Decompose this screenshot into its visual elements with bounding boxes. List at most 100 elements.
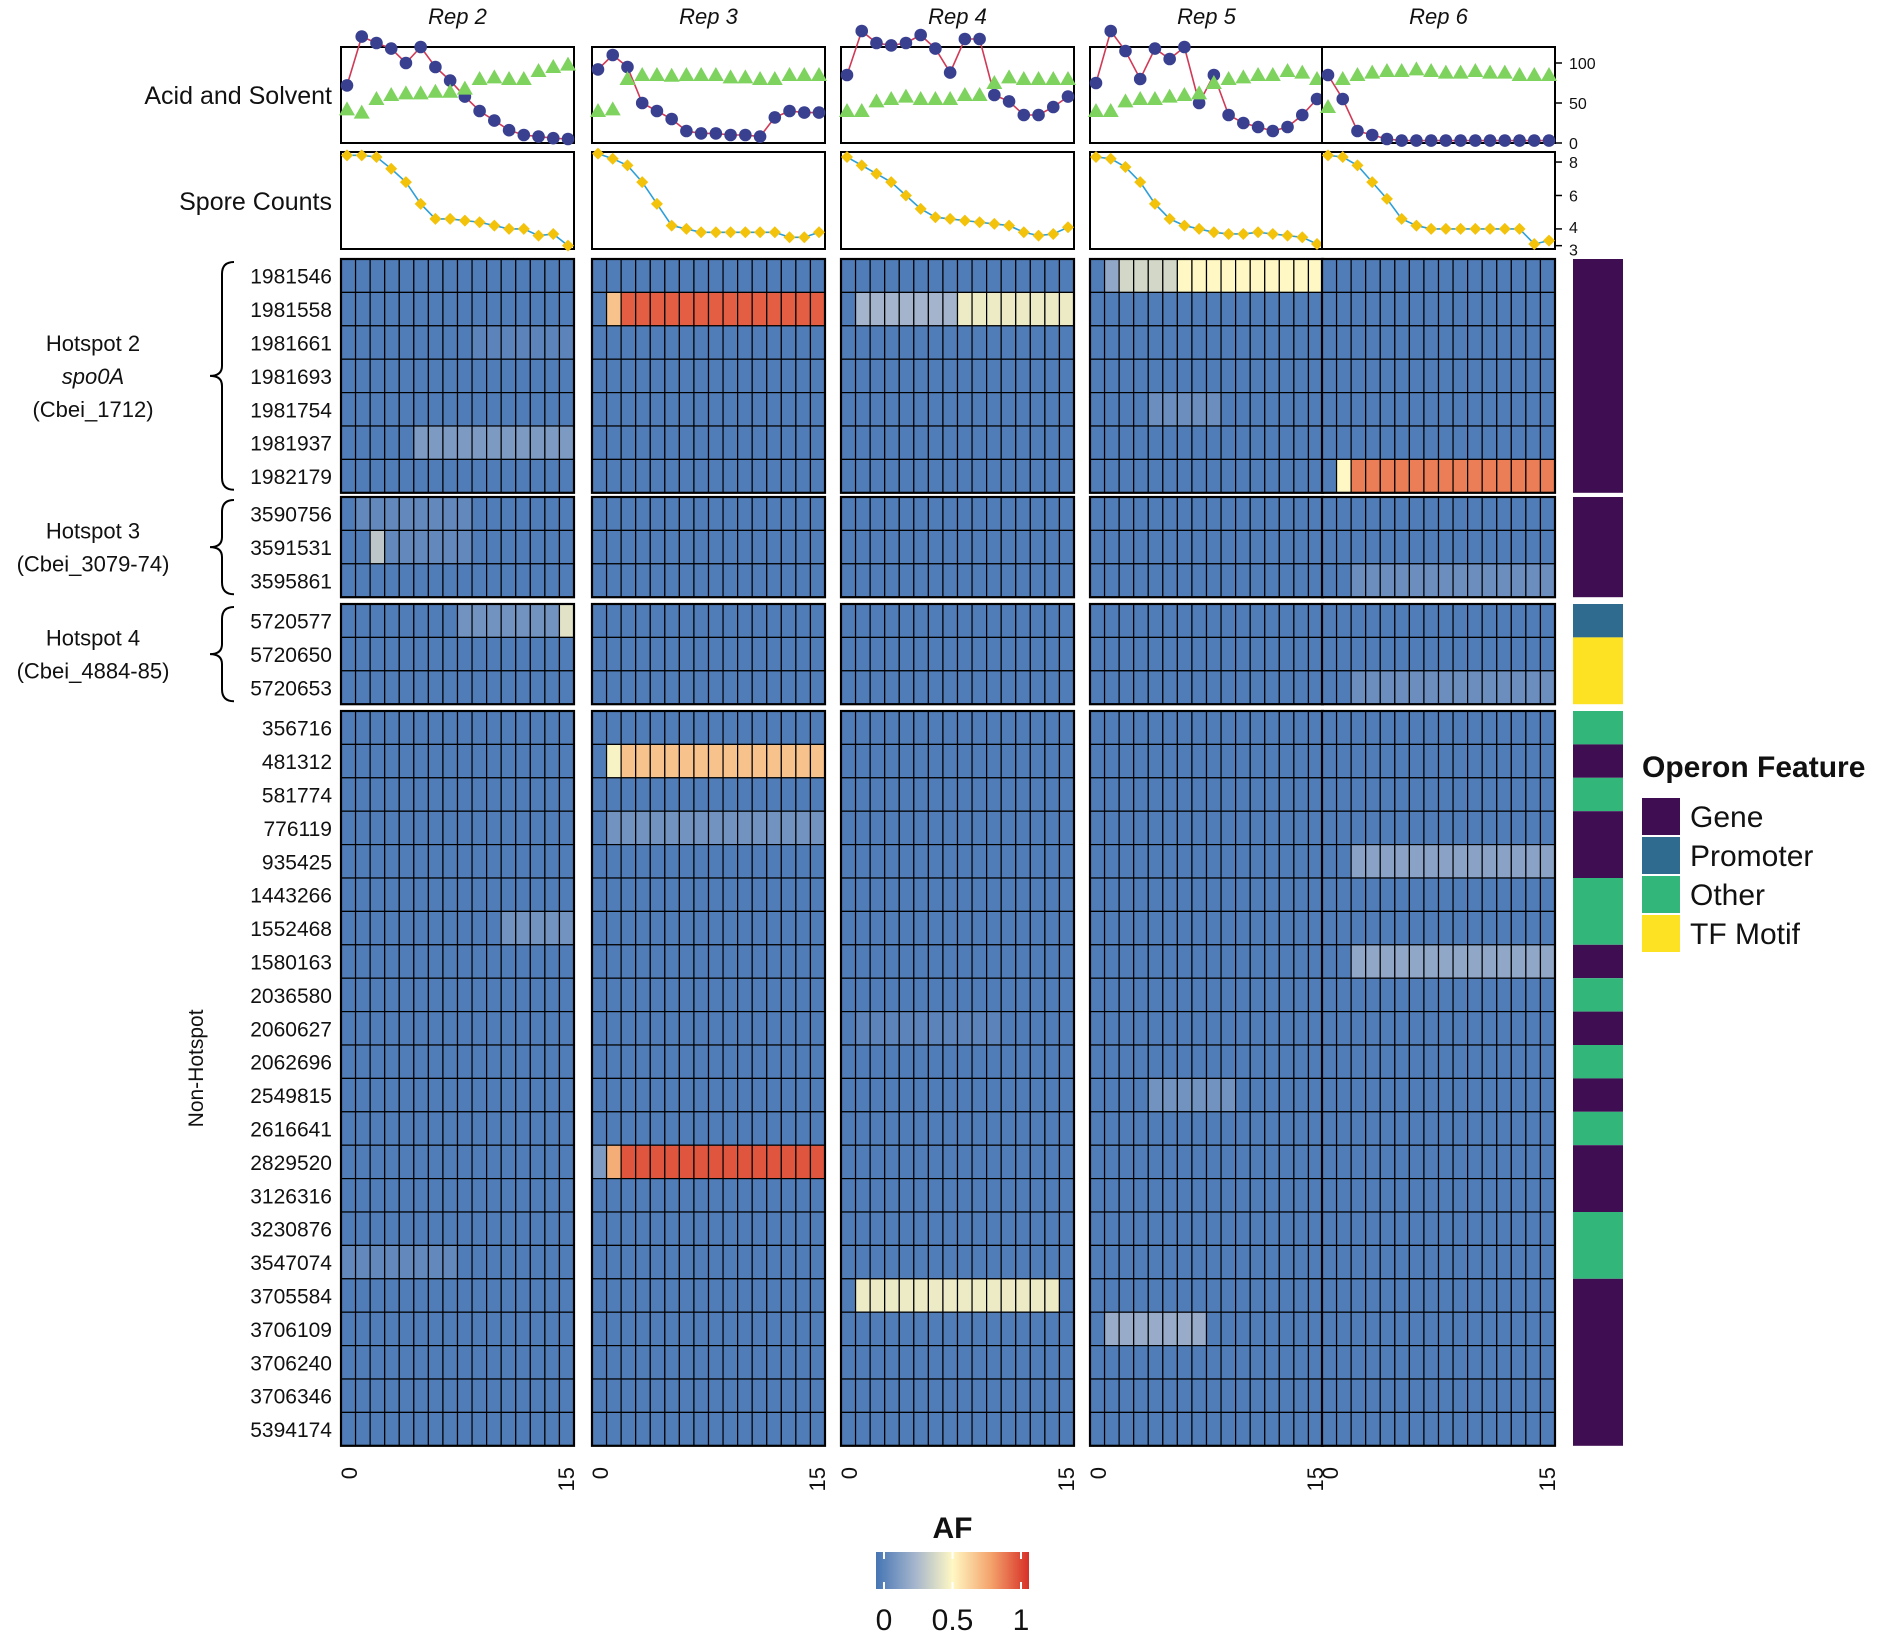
heatmap-cell	[1539, 670, 1556, 705]
heatmap-cell	[620, 1010, 637, 1046]
heatmap-cell	[442, 1144, 459, 1180]
heatmap-cell	[678, 458, 695, 494]
heatmap-cell	[1133, 1278, 1149, 1313]
heatmap-cell	[635, 258, 651, 294]
acid-marker	[680, 124, 693, 138]
heatmap-cell	[354, 1177, 371, 1213]
heatmap-cell	[942, 1244, 959, 1280]
acid-marker	[783, 104, 796, 118]
heatmap-cell	[986, 977, 1002, 1013]
heatmap-cell	[529, 944, 546, 979]
heatmap-cell	[869, 977, 886, 1013]
heatmap-cell	[884, 810, 900, 846]
heatmap-cell	[1133, 496, 1149, 532]
heatmap-cell	[529, 603, 546, 639]
heatmap-cell	[1510, 710, 1527, 746]
heatmap-cell	[544, 877, 561, 913]
heatmap-cell	[1103, 325, 1120, 360]
heatmap-cell	[1147, 1177, 1164, 1213]
legend-label: Gene	[1690, 801, 1763, 834]
heatmap-cell	[1264, 458, 1280, 494]
heatmap-cell	[1103, 843, 1120, 879]
operon-feature-segment	[1573, 978, 1623, 1012]
heatmap-cell	[1191, 777, 1208, 812]
heatmap-cell	[1220, 1044, 1237, 1080]
heatmap-cell	[678, 563, 695, 598]
rep-header: Rep 3	[679, 4, 738, 29]
heatmap-cell	[693, 944, 710, 979]
heatmap-cell	[1278, 1278, 1295, 1313]
heatmap-cell	[956, 291, 973, 327]
heatmap-cell	[707, 291, 724, 327]
heatmap-cell	[1220, 743, 1237, 779]
heatmap-cell	[1408, 977, 1425, 1013]
spore-marker	[709, 226, 722, 239]
spore-y-tick-label: 4	[1569, 220, 1578, 237]
acid-solvent-label: Acid and Solvent	[144, 82, 332, 110]
heatmap-cell	[1379, 425, 1396, 461]
spore-marker	[547, 227, 560, 240]
heatmap-cell	[1467, 563, 1483, 598]
heatmap-cell	[840, 358, 857, 394]
solvent-marker	[368, 91, 385, 105]
heatmap-cell	[1437, 810, 1454, 846]
spore-marker	[1395, 212, 1408, 225]
heatmap-cell	[1510, 1144, 1527, 1180]
heatmap-cell	[898, 258, 915, 294]
heatmap-cell	[1133, 877, 1149, 913]
heatmap-cell	[1379, 944, 1396, 979]
heatmap-cell	[751, 1411, 768, 1447]
heatmap-cell	[529, 877, 546, 913]
heatmap-cell	[737, 670, 753, 705]
heatmap-cell	[649, 529, 666, 565]
heatmap-cell	[869, 1211, 886, 1247]
heatmap-cell	[427, 529, 444, 565]
heatmap-cell	[1350, 1144, 1367, 1180]
heatmap-cell	[486, 258, 502, 294]
heatmap-cell	[1147, 1311, 1164, 1347]
solvent-marker	[811, 67, 827, 81]
heatmap-cell	[340, 425, 357, 461]
heatmap-cell	[1307, 392, 1324, 427]
heatmap-cell	[809, 1111, 826, 1146]
heatmap-cell	[971, 710, 988, 746]
heatmap-cell	[1235, 358, 1251, 394]
heatmap-cell	[1335, 1177, 1352, 1213]
heatmap-cell	[1321, 1278, 1338, 1313]
heatmap-cell	[1205, 910, 1222, 946]
heatmap-cell	[809, 1411, 826, 1447]
heatmap-cell	[558, 358, 575, 394]
heatmap-cell	[1437, 777, 1454, 812]
heatmap-cell	[1539, 710, 1556, 746]
heatmap-cell	[1176, 843, 1193, 879]
heatmap-cell	[591, 603, 608, 639]
heatmap-cell	[751, 1077, 768, 1113]
heatmap-cell	[1235, 258, 1251, 294]
heatmap-cell	[1379, 1111, 1396, 1146]
heatmap-cell	[971, 1044, 988, 1080]
heatmap-cell	[1408, 1344, 1425, 1380]
solvent-marker	[427, 83, 444, 98]
heatmap-cell	[840, 529, 857, 565]
heatmap-cell	[515, 1278, 531, 1313]
heatmap-cell	[1350, 1311, 1367, 1347]
heatmap-cell	[354, 392, 371, 427]
heatmap-cell	[1321, 258, 1338, 294]
heatmap-cell	[384, 743, 400, 779]
solvent-marker	[397, 85, 414, 100]
acid-marker	[1237, 116, 1250, 130]
heatmap-cell	[707, 670, 724, 705]
heatmap-cell	[898, 1010, 915, 1046]
heatmap-cell	[1015, 1177, 1031, 1213]
heatmap-cell	[1496, 496, 1512, 532]
heatmap-cell	[1321, 1177, 1338, 1213]
heatmap-cell	[1278, 1010, 1295, 1046]
heatmap-cell	[558, 603, 575, 639]
heatmap-cell	[1379, 392, 1396, 427]
solvent-marker	[1220, 71, 1237, 85]
heatmap-cell	[1539, 425, 1556, 461]
heatmap-cell	[1496, 563, 1512, 598]
heatmap-cell	[1264, 843, 1280, 879]
rep-header: Rep 6	[1409, 4, 1468, 29]
heatmap-cell	[986, 563, 1002, 598]
